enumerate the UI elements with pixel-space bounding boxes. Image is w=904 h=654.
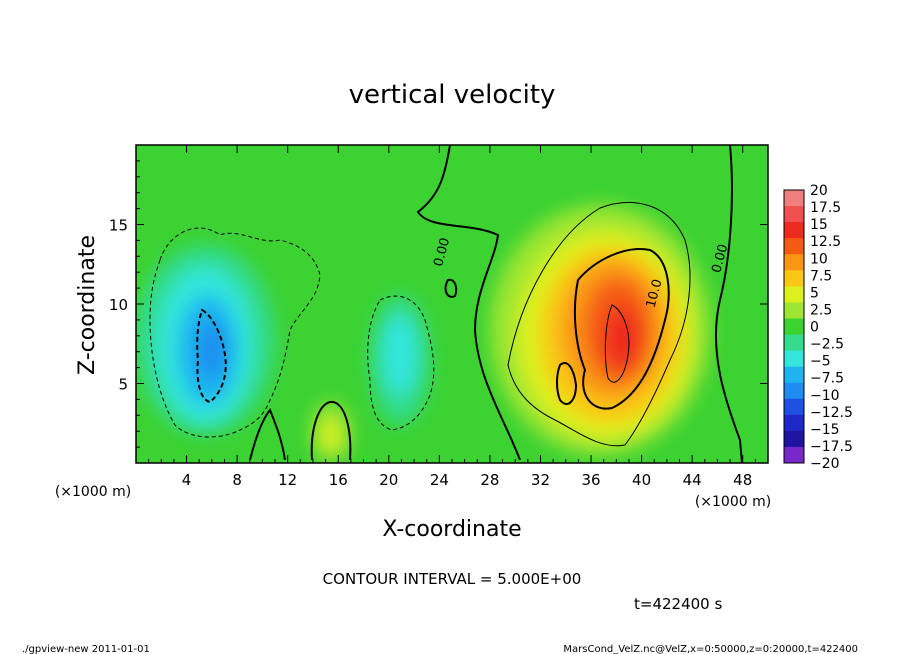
colorbar-label: 5 — [810, 285, 819, 301]
footer-left: ./gpview-new 2011-01-01 — [22, 644, 150, 654]
y-tick-label: 15 — [109, 217, 128, 235]
contour-interval-text: CONTOUR INTERVAL = 5.000E+00 — [323, 570, 582, 588]
colorbar-label: −10 — [810, 388, 840, 404]
contour-label-layer: 0.00 10.0 0.00 — [431, 236, 731, 309]
x-tick-label: 48 — [733, 471, 752, 489]
x-tick-label: 12 — [278, 471, 297, 489]
colorbar-label: 7.5 — [810, 268, 832, 284]
colorbar-label: −12.5 — [810, 405, 853, 421]
downdraft-left-core — [198, 320, 226, 380]
x-tick-label: 8 — [232, 471, 242, 489]
y-tick-label: 5 — [118, 376, 128, 394]
colorbar-label: −20 — [810, 456, 840, 472]
updraft-core — [604, 306, 640, 370]
colorbar-label: 17.5 — [810, 200, 841, 216]
colorbar-label: 12.5 — [810, 234, 841, 250]
colorbar-label: −15 — [810, 422, 840, 438]
x-axis: 4 8 12 16 20 24 28 32 36 40 44 48 — [148, 145, 756, 489]
contour-zero-bottom-mid — [310, 400, 352, 461]
colorbar-swatch — [784, 270, 804, 287]
x-tick-label: 24 — [430, 471, 449, 489]
downdraft-mid-inner — [382, 315, 418, 395]
colorbar-swatch — [784, 430, 804, 448]
colorbar-label: 2.5 — [810, 302, 832, 318]
x-axis-label: X-coordinate — [382, 517, 521, 542]
plot-area: 0.00 10.0 0.00 — [136, 145, 768, 463]
time-text: t=422400 s — [634, 595, 722, 613]
contour-zero-right — [714, 145, 743, 463]
colorbar-label: 0 — [810, 320, 819, 336]
updraft-small-inner — [321, 420, 341, 452]
contour-pos10 — [573, 248, 670, 410]
colorbar-swatch — [784, 238, 804, 255]
contour-label: 0.00 — [431, 236, 453, 268]
x-tick-label: 16 — [329, 471, 348, 489]
contour-neg5-mid — [367, 295, 435, 431]
colorbar-frame — [783, 189, 805, 464]
contour-lines — [149, 145, 743, 463]
contour-zero-island — [444, 278, 458, 298]
colorbar-swatch — [784, 190, 804, 207]
colorbar-label: 20 — [810, 183, 828, 199]
x-tick-label: 44 — [683, 471, 702, 489]
contour-label: 0.00 — [709, 243, 731, 275]
y-axis-label: Z-coordinate — [75, 235, 100, 375]
colorbar-swatch — [784, 254, 804, 271]
contour-neg10-left — [196, 308, 227, 404]
contour-pos10-small — [556, 362, 578, 405]
contour-zero-bottom-left — [249, 408, 286, 461]
x-tick-label: 36 — [581, 471, 600, 489]
colorbar-label: −17.5 — [810, 439, 853, 455]
colorbar-swatch — [784, 350, 804, 368]
y-tick-label: 10 — [109, 296, 128, 314]
x-unit-label: (×1000 m) — [695, 494, 771, 510]
colorbar-swatch — [784, 398, 804, 416]
y-axis: 5 10 15 — [109, 160, 768, 448]
contour-neg5-left — [149, 227, 321, 438]
colorbar-label: −7.5 — [810, 371, 844, 387]
x-tick-label: 40 — [632, 471, 651, 489]
colorbar-swatch — [784, 382, 804, 400]
colorbar-label: 15 — [810, 217, 828, 233]
colorbar-label: 10 — [810, 251, 828, 267]
x-tick-label: 20 — [379, 471, 398, 489]
contour-pos5 — [507, 202, 691, 447]
colorbar-swatch — [784, 414, 804, 432]
colorbar-swatch — [784, 286, 804, 303]
colorbar-swatch — [784, 222, 804, 239]
footer-right: MarsCond_VelZ.nc@VelZ,x=0:50000,z=0:2000… — [563, 644, 858, 654]
chart-title: vertical velocity — [349, 80, 556, 110]
colorbar-swatch — [784, 206, 804, 223]
colorbar-label: −5 — [810, 354, 831, 370]
contour-label: 10.0 — [644, 278, 666, 310]
contour-pos15 — [604, 304, 630, 383]
colorbar-swatch — [784, 446, 804, 464]
x-tick-label: 4 — [182, 471, 192, 489]
contour-zero-main — [416, 145, 521, 461]
colorbar-swatch — [784, 302, 804, 319]
x-tick-label: 32 — [531, 471, 550, 489]
colorbar-swatch — [784, 334, 804, 352]
y-unit-label: (×1000 m) — [55, 484, 131, 500]
x-tick-label: 28 — [480, 471, 499, 489]
colorbar-label: −2.5 — [810, 337, 844, 353]
colorbar-swatch — [784, 318, 804, 336]
colorbar-swatch — [784, 366, 804, 384]
